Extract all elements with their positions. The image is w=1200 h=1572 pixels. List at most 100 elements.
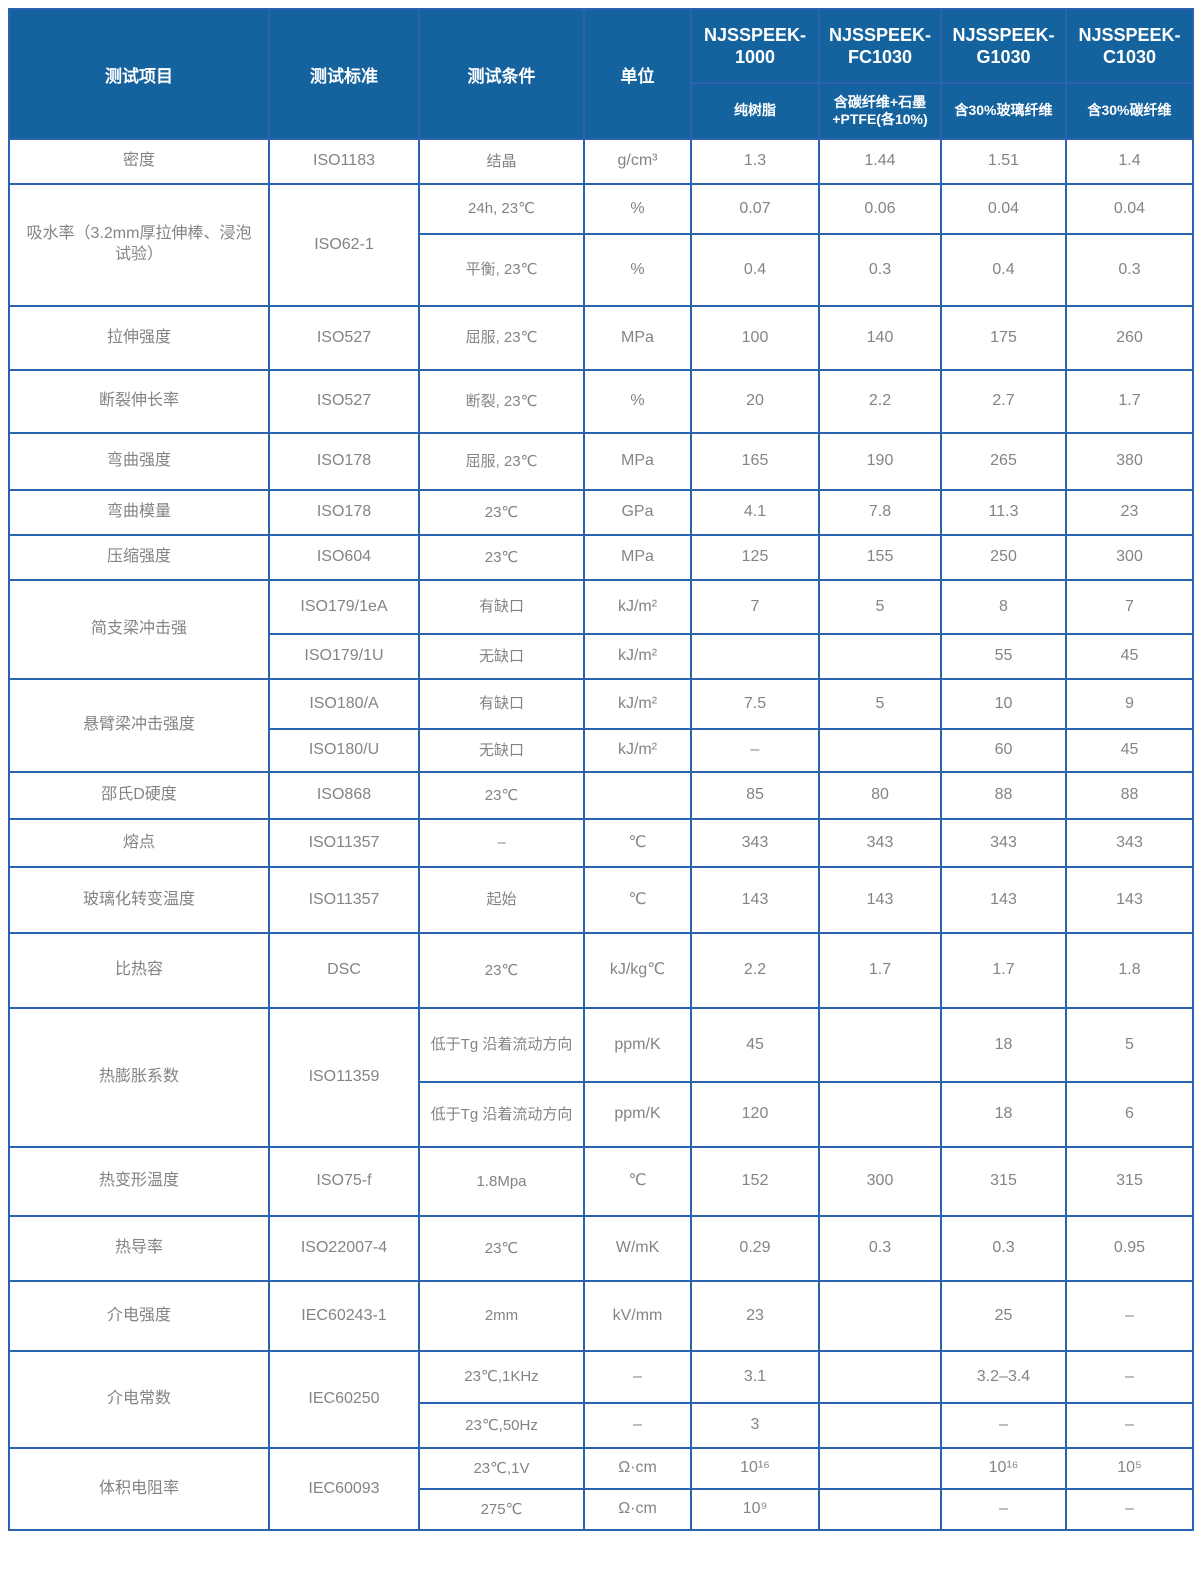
value-cell: 0.3 [940,1215,1067,1282]
condition-cell: 平衡, 23℃ [418,233,585,307]
value-cell: 152 [690,1146,820,1217]
unit-cell: W/mK [583,1215,692,1282]
unit-cell: MPa [583,432,692,491]
table-row: 密度 ISO1183 结晶 g/cm³ 1.3 1.44 1.51 1.4 [8,138,1194,185]
test-item-cell: 简支梁冲击强 [8,579,270,680]
table-header: 测试项目 测试标准 测试条件 单位 NJSSPEEK- 1000 NJSSPEE… [8,8,1194,140]
condition-cell: 2mm [418,1280,585,1352]
value-cell: 260 [1065,305,1194,371]
value-cell [818,1280,942,1352]
condition-cell: 无缺口 [418,633,585,680]
table-row: 热导率 ISO22007-4 23℃ W/mK 0.29 0.3 0.3 0.9… [8,1215,1194,1282]
unit-cell: % [583,233,692,307]
value-cell: 165 [690,432,820,491]
value-cell: 8 [940,579,1067,635]
value-cell: 143 [1065,866,1194,934]
value-cell [818,1007,942,1083]
standard-cell: ISO75-f [268,1146,420,1217]
condition-cell: 有缺口 [418,678,585,730]
value-cell: 5 [818,678,942,730]
value-cell [818,1350,942,1404]
value-cell: 1.7 [940,932,1067,1009]
value-cell: 18 [940,1007,1067,1083]
value-cell [818,1447,942,1490]
value-cell: 88 [940,771,1067,820]
product-description: 含30%玻璃纤维 [940,82,1067,140]
table-row: 低于Tg 沿着流动方向 ppm/K 120 18 6 [9,1081,1194,1148]
test-item-cell: 热膨胀系数 [8,1007,270,1148]
standard-cell: ISO180/A [268,678,420,730]
unit-cell: kJ/kg℃ [583,932,692,1009]
standard-cell: ISO22007-4 [268,1215,420,1282]
value-cell: 20 [690,369,820,434]
value-cell: 0.29 [690,1215,820,1282]
standard-cell: ISO178 [268,432,420,491]
value-cell: 4.1 [690,489,820,536]
value-cell: 10⁵ [1065,1447,1194,1490]
table-row: 体积电阻率 IEC60093 23℃,1V Ω·cm 10¹⁶ 10¹⁶ 10⁵ [8,1447,1194,1531]
value-cell: 143 [940,866,1067,934]
unit-cell: kJ/m² [583,579,692,635]
table-row: 275℃ Ω·cm 10⁹ – – [9,1488,1194,1531]
test-item-cell: 介电常数 [8,1350,270,1449]
value-cell: 1.3 [690,138,820,185]
table-row: ISO179/1U 无缺口 kJ/m² 55 45 [9,633,1194,680]
value-cell [818,1402,942,1449]
value-cell: 0.07 [690,183,820,235]
condition-cell: 屈服, 23℃ [418,432,585,491]
standard-cell: IEC60250 [268,1350,420,1449]
value-cell: 0.4 [940,233,1067,307]
unit-cell: MPa [583,305,692,371]
unit-cell: ℃ [583,818,692,868]
value-cell: 380 [1065,432,1194,491]
unit-cell: ℃ [583,1146,692,1217]
value-cell: 175 [940,305,1067,371]
value-cell: 0.06 [818,183,942,235]
value-cell: 140 [818,305,942,371]
test-item-cell: 密度 [8,138,270,185]
value-cell: 143 [818,866,942,934]
value-cell: 55 [940,633,1067,680]
value-cell: 23 [1065,489,1194,536]
col-header-unit: 单位 [583,8,692,140]
test-item-cell: 邵氏D硬度 [8,771,270,820]
value-cell: 300 [1065,534,1194,581]
standard-cell: ISO527 [268,305,420,371]
condition-cell: 屈服, 23℃ [418,305,585,371]
unit-cell: – [583,1350,692,1404]
value-cell [818,728,942,773]
value-cell: 343 [940,818,1067,868]
value-cell: 143 [690,866,820,934]
table-row: 热膨胀系数 ISO11359 低于Tg 沿着流动方向 ppm/K 45 18 5 [8,1007,1194,1148]
condition-cell: 23℃ [418,534,585,581]
col-header-test-item: 测试项目 [8,8,270,140]
unit-cell: GPa [583,489,692,536]
condition-cell: 有缺口 [418,579,585,635]
table-row: 热变形温度 ISO75-f 1.8Mpa ℃ 152 300 315 315 [8,1146,1194,1217]
value-cell: 1.51 [940,138,1067,185]
unit-cell: g/cm³ [583,138,692,185]
value-cell: 45 [1065,633,1194,680]
value-cell: 125 [690,534,820,581]
value-cell: 2.2 [818,369,942,434]
product-description: 纯树脂 [690,82,820,140]
value-cell [818,1081,942,1148]
table-row: 压缩强度 ISO604 23℃ MPa 125 155 250 300 [8,534,1194,581]
col-header-test-standard: 测试标准 [268,8,420,140]
value-cell: 7 [690,579,820,635]
value-cell: 3.2–3.4 [940,1350,1067,1404]
value-cell: 45 [1065,728,1194,773]
standard-cell: ISO868 [268,771,420,820]
value-cell: 7.8 [818,489,942,536]
table-row: 玻璃化转变温度 ISO11357 起始 ℃ 143 143 143 143 [8,866,1194,934]
unit-cell: ppm/K [583,1081,692,1148]
unit-cell: MPa [583,534,692,581]
table-row: 熔点 ISO11357 – ℃ 343 343 343 343 [8,818,1194,868]
standard-cell: ISO179/1U [268,633,420,680]
value-cell: 3 [690,1402,820,1449]
value-cell: 85 [690,771,820,820]
value-cell: – [1065,1350,1194,1404]
table-row: 拉伸强度 ISO527 屈服, 23℃ MPa 100 140 175 260 [8,305,1194,371]
test-item-cell: 压缩强度 [8,534,270,581]
table-row: 断裂伸长率 ISO527 断裂, 23℃ % 20 2.2 2.7 1.7 [8,369,1194,434]
